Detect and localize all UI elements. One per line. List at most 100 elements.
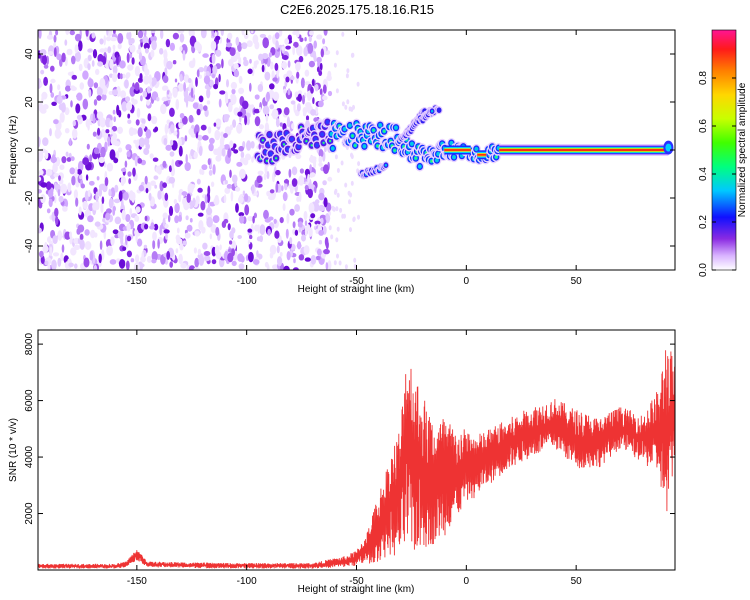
y-tick-label: -20 <box>24 190 35 205</box>
noise-speckle <box>83 257 90 268</box>
noise-speckle <box>106 36 111 42</box>
signal-blob <box>414 157 417 160</box>
noise-speckle <box>201 164 208 171</box>
noise-speckle <box>242 190 246 196</box>
noise-speckle <box>113 116 116 123</box>
noise-speckle <box>119 60 126 69</box>
noise-speckle <box>350 106 354 112</box>
noise-speckle <box>58 175 61 181</box>
noise-speckle <box>65 85 71 92</box>
noise-speckle <box>275 182 279 193</box>
noise-speckle <box>70 100 73 108</box>
noise-speckle <box>151 259 157 264</box>
noise-speckle <box>296 61 300 71</box>
noise-speckle <box>175 248 179 254</box>
noise-speckle <box>168 214 171 223</box>
noise-speckle <box>40 194 46 204</box>
noise-speckle <box>151 80 155 87</box>
noise-speckle <box>202 53 209 58</box>
noise-speckle <box>320 48 324 58</box>
noise-speckle <box>188 83 192 92</box>
noise-speckle <box>253 108 260 114</box>
noise-speckle <box>335 50 339 56</box>
noise-speckle <box>49 83 53 94</box>
signal-band <box>477 153 487 156</box>
noise-speckle <box>243 56 247 62</box>
noise-speckle <box>245 153 251 161</box>
noise-speckle <box>112 65 118 75</box>
noise-speckle <box>135 119 140 126</box>
noise-speckle <box>314 199 320 205</box>
noise-speckle <box>75 197 79 207</box>
noise-speckle <box>283 88 287 94</box>
colorbar-tick-label: 0.8 <box>698 71 709 85</box>
noise-speckle <box>57 189 61 197</box>
noise-speckle <box>282 203 286 212</box>
noise-speckle <box>202 242 208 250</box>
noise-speckle <box>269 244 277 255</box>
noise-speckle <box>53 34 57 43</box>
noise-speckle <box>91 60 95 67</box>
noise-speckle <box>87 215 94 223</box>
noise-speckle <box>50 65 55 72</box>
noise-speckle <box>226 184 233 189</box>
noise-speckle <box>51 101 57 107</box>
noise-speckle <box>105 129 110 134</box>
noise-speckle <box>304 37 307 42</box>
noise-speckle <box>112 229 119 235</box>
noise-speckle <box>195 195 200 205</box>
noise-speckle <box>98 183 106 190</box>
noise-speckle <box>273 218 277 224</box>
noise-speckle <box>236 123 243 134</box>
noise-speckle <box>186 193 191 203</box>
noise-speckle <box>192 57 196 66</box>
noise-speckle <box>327 260 332 270</box>
noise-speckle <box>117 43 122 50</box>
noise-speckle <box>238 196 244 204</box>
noise-speckle <box>250 30 254 34</box>
noise-speckle <box>198 67 205 73</box>
signal-blob <box>434 158 439 163</box>
signal-blob <box>289 137 294 142</box>
noise-speckle <box>200 169 205 175</box>
noise-speckle <box>172 60 177 65</box>
noise-speckle <box>113 157 119 164</box>
noise-speckle <box>161 96 168 102</box>
noise-speckle <box>288 37 292 43</box>
noise-speckle <box>117 33 124 44</box>
noise-speckle <box>153 175 159 180</box>
noise-speckle <box>267 228 271 236</box>
noise-speckle <box>283 107 290 116</box>
noise-speckle <box>172 87 178 98</box>
noise-speckle <box>304 184 309 191</box>
noise-speckle <box>137 30 144 39</box>
noise-speckle <box>128 36 132 46</box>
signal-blob <box>351 134 354 137</box>
noise-speckle <box>144 47 149 54</box>
noise-speckle <box>100 146 106 158</box>
noise-speckle <box>184 162 191 172</box>
noise-speckle <box>74 166 78 176</box>
noise-speckle <box>307 42 314 54</box>
noise-speckle <box>338 260 342 266</box>
noise-speckle <box>290 100 296 105</box>
noise-speckle <box>243 59 249 67</box>
noise-speckle <box>318 149 324 158</box>
noise-speckle <box>46 55 49 65</box>
noise-speckle <box>80 183 86 189</box>
noise-speckle <box>266 91 270 102</box>
noise-speckle <box>109 59 114 69</box>
noise-speckle <box>246 40 253 48</box>
noise-speckle <box>183 82 187 92</box>
noise-speckle <box>110 236 115 246</box>
noise-speckle <box>142 35 149 44</box>
noise-speckle <box>310 172 316 178</box>
noise-speckle <box>178 253 183 265</box>
noise-speckle <box>143 147 150 156</box>
noise-speckle <box>180 262 187 269</box>
noise-speckle <box>171 159 175 170</box>
noise-speckle <box>309 30 314 36</box>
noise-speckle <box>335 206 339 212</box>
noise-speckle <box>176 227 180 234</box>
colorbar-label: Normalized spectral amplitude <box>737 82 748 217</box>
